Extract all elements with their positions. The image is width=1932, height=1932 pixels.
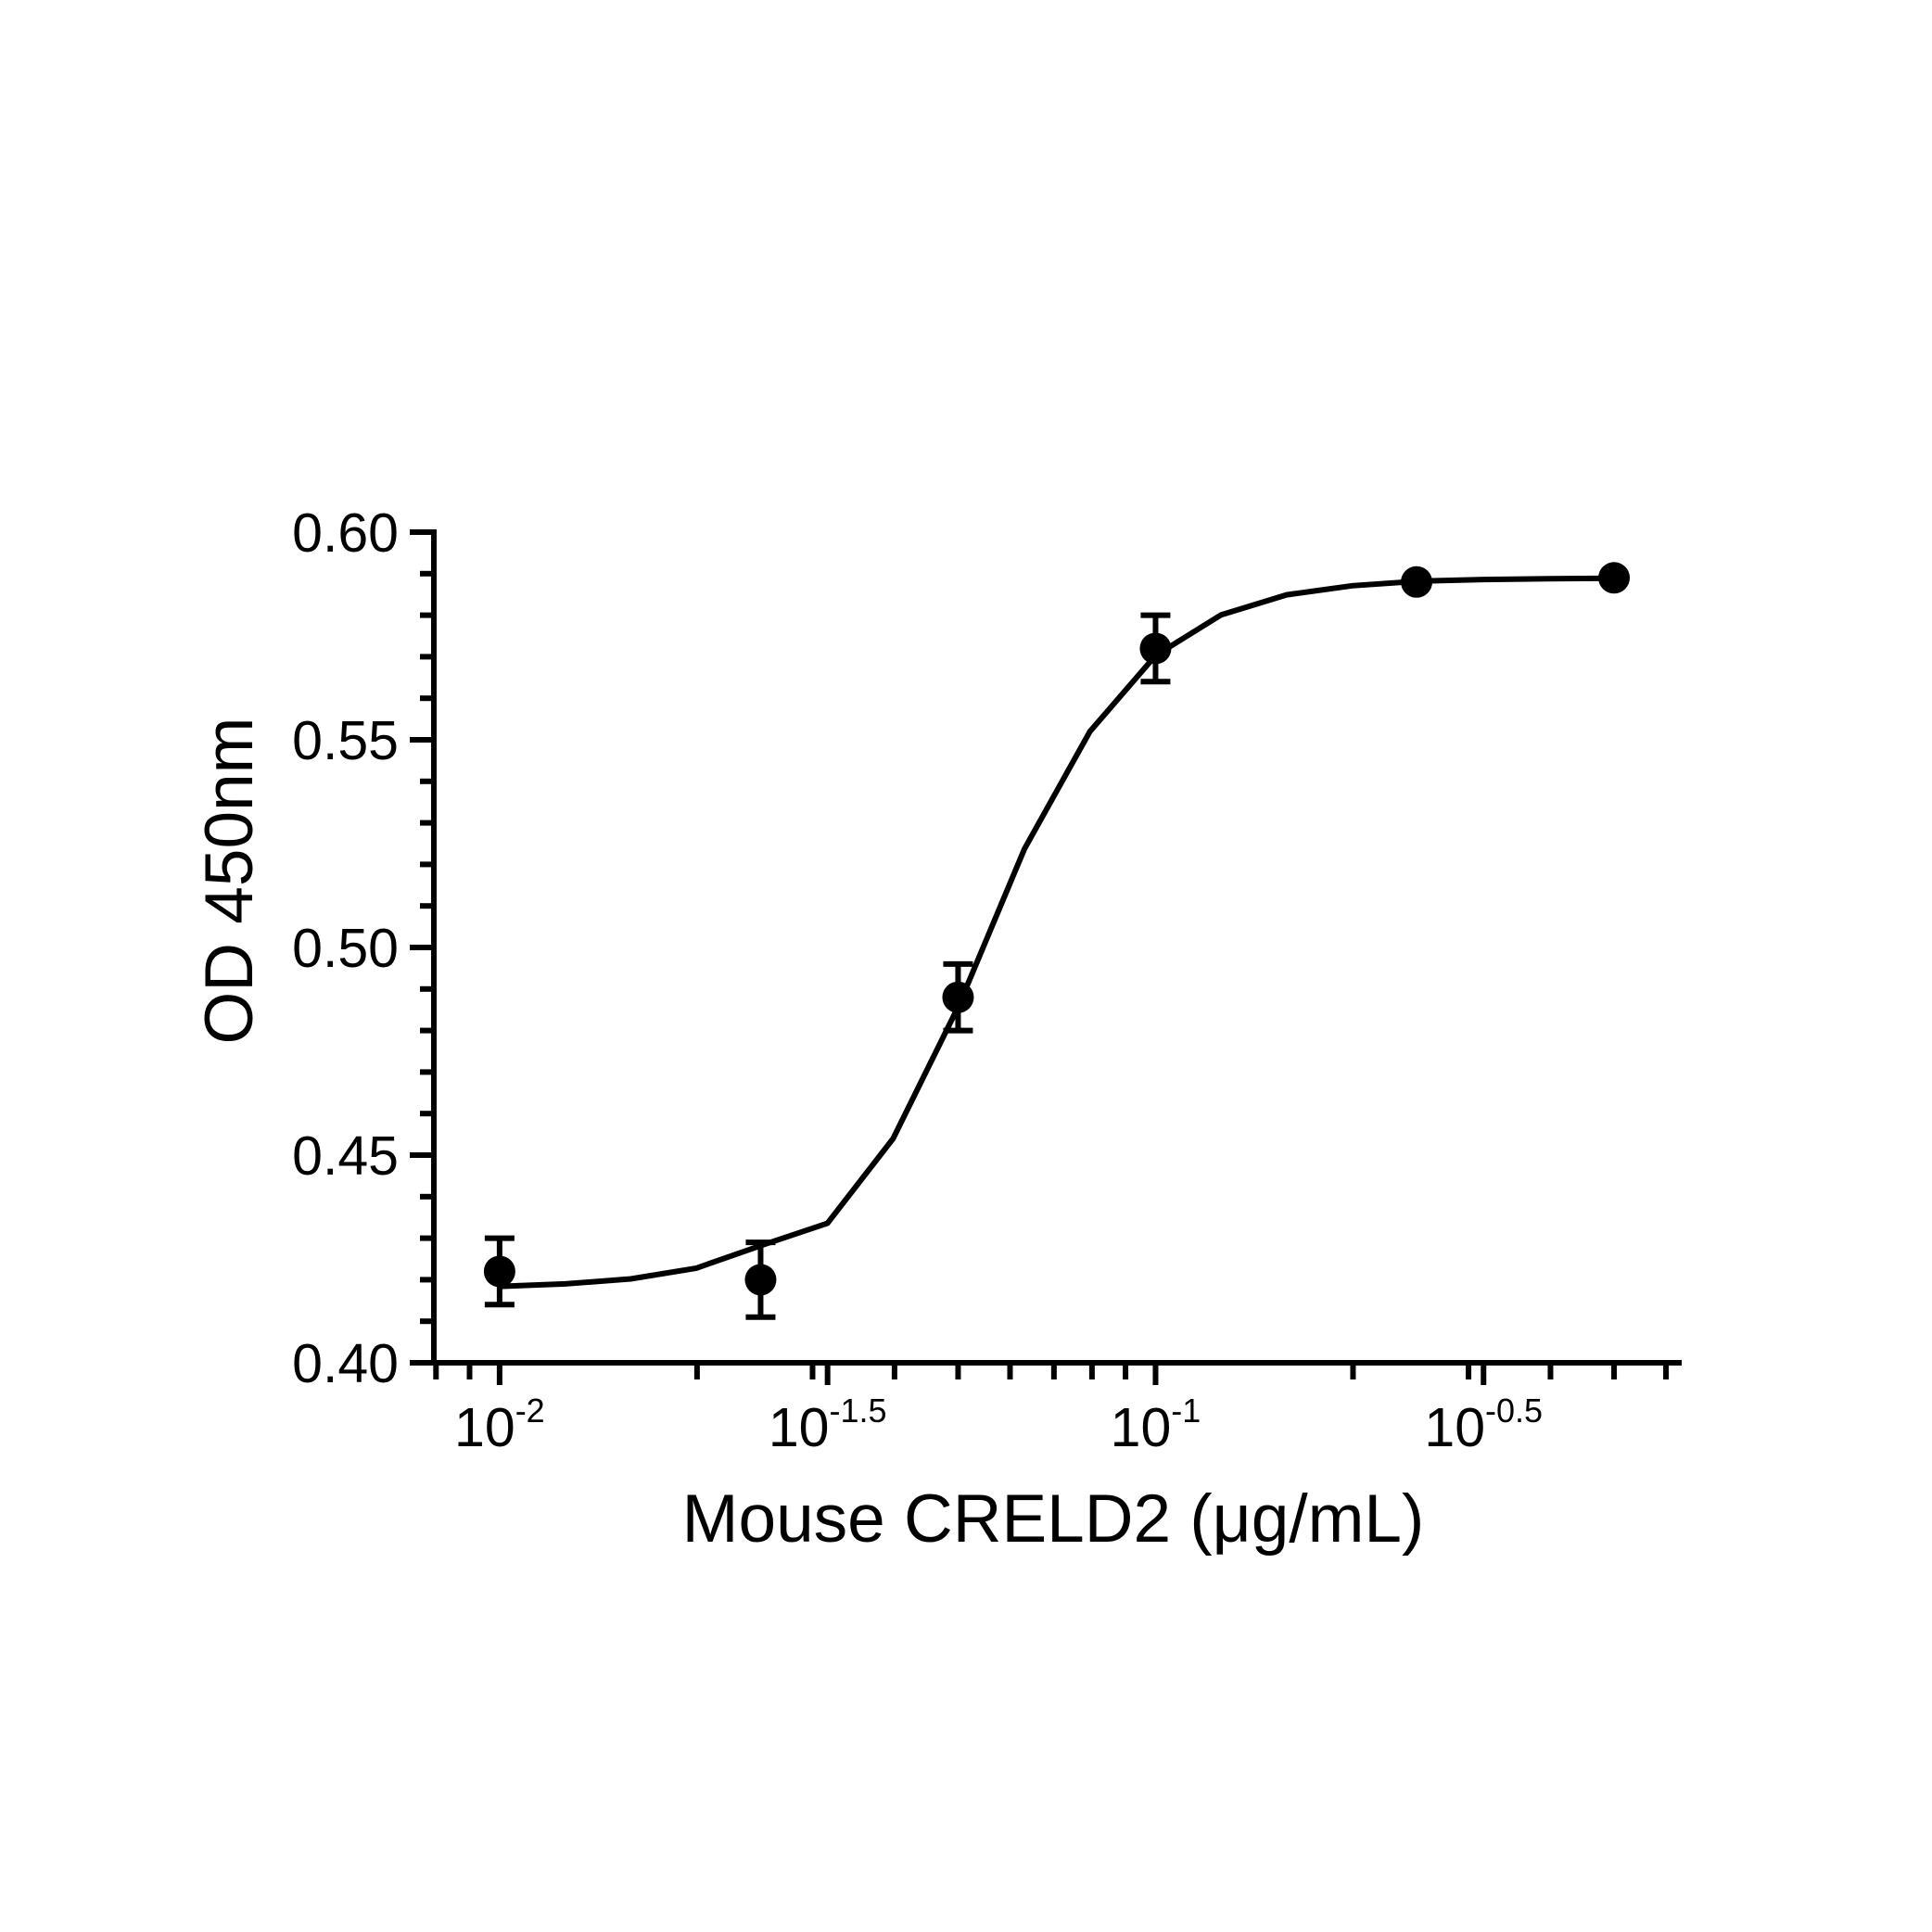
- x-tick-exponent: -0.5: [1485, 1392, 1543, 1430]
- y-tick-label: 0.55: [292, 710, 399, 771]
- x-tick-base: 10: [454, 1397, 515, 1458]
- fit-curve: [499, 575, 1615, 1290]
- x-tick-exponent: -1.5: [829, 1392, 886, 1430]
- y-tick-label: 0.45: [292, 1125, 399, 1187]
- data-point: [1139, 632, 1172, 665]
- data-point: [1598, 562, 1631, 594]
- x-tick-exponent: -1: [1171, 1392, 1201, 1430]
- data-point: [1401, 566, 1433, 598]
- x-tick-base: 10: [1111, 1397, 1172, 1458]
- data-point: [483, 1255, 515, 1288]
- x-tick-exponent: -2: [515, 1392, 545, 1430]
- y-tick-label: 0.60: [292, 502, 399, 564]
- y-axis-label: OD 450nm: [192, 718, 267, 1045]
- data-point: [942, 981, 974, 1013]
- x-tick-label: 10-1: [1111, 1392, 1201, 1458]
- data-point: [744, 1264, 777, 1296]
- y-tick-label: 0.40: [292, 1333, 399, 1394]
- y-tick-label: 0.50: [292, 918, 399, 979]
- x-tick-base: 10: [769, 1397, 830, 1458]
- x-tick-base: 10: [1424, 1397, 1485, 1458]
- x-tick-label: 10-2: [454, 1392, 545, 1458]
- x-axis-label: Mouse CRELD2 (μg/mL): [682, 1481, 1425, 1557]
- x-tick-label: 10-0.5: [1424, 1392, 1543, 1458]
- x-tick-label: 10-1.5: [769, 1392, 887, 1458]
